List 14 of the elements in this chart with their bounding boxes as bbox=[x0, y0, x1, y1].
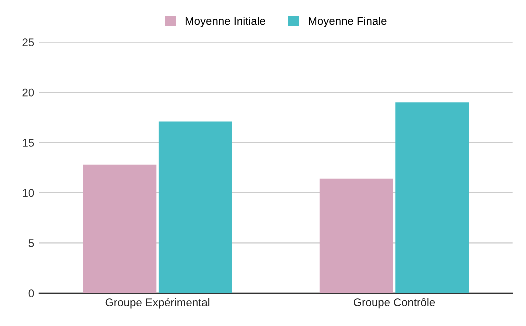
legend-label: Moyenne Initiale bbox=[186, 17, 266, 28]
x-tick-label: Groupe Expérimental bbox=[106, 298, 210, 309]
y-tick-label: 5 bbox=[28, 240, 34, 248]
legend-label: Moyenne Finale bbox=[309, 17, 387, 28]
bar bbox=[158, 122, 232, 294]
y-tick-label: 15 bbox=[23, 139, 34, 147]
bar bbox=[320, 178, 394, 294]
bar bbox=[83, 164, 157, 294]
y-tick-label: 0 bbox=[28, 290, 34, 298]
y-tick-label: 20 bbox=[22, 88, 34, 97]
bar bbox=[396, 102, 470, 294]
y-tick-label: 10 bbox=[23, 189, 34, 198]
y-tick-label: 25 bbox=[22, 38, 34, 47]
x-tick-label: Groupe Contrôle bbox=[354, 298, 436, 309]
